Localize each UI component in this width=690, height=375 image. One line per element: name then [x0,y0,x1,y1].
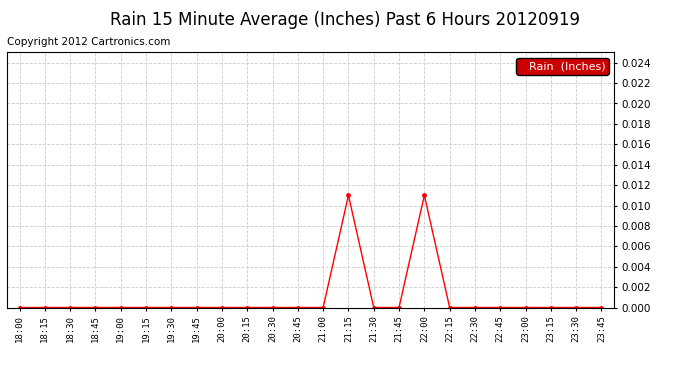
Text: Copyright 2012 Cartronics.com: Copyright 2012 Cartronics.com [7,38,170,47]
Legend: Rain  (Inches): Rain (Inches) [516,58,609,75]
Text: Rain 15 Minute Average (Inches) Past 6 Hours 20120919: Rain 15 Minute Average (Inches) Past 6 H… [110,11,580,29]
